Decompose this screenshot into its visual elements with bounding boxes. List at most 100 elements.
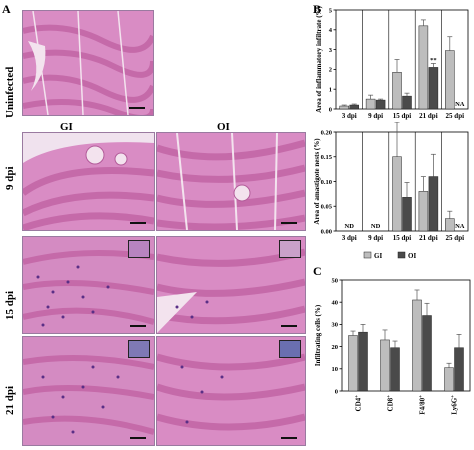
plot-frame [341,279,471,392]
bar-gi [444,367,454,392]
y-tick-label: 0.10 [321,179,332,186]
y-tick-label: 0 [335,388,338,395]
tissue-texture [23,237,154,333]
annotation-label: ** [430,57,437,64]
y-tick-label: 1 [329,87,332,94]
histology-uninfected [22,10,154,116]
row-label-15dpi: 15 dpi [4,290,16,320]
chart-infiltrating-cells: 0 10 20 30 40 50 Infiltrating cells (%) CD4+ CD8… [314,277,471,415]
row-label-9dpi: 9 dpi [4,166,16,190]
tissue-texture [157,133,305,230]
y-tick-label: 20 [332,344,339,351]
histology-gi-15dpi [22,236,155,334]
inset-magnification [279,240,301,258]
tissue-texture [23,11,153,115]
bar-gi [392,72,402,110]
x-tick-label: 9 dpi [368,112,383,120]
scale-bar [281,222,297,224]
row-label-21dpi: 21 dpi [4,385,16,415]
bar-oi [349,104,359,110]
x-tick-label: 25 dpi [446,112,465,120]
x-tick-label: 15 dpi [393,234,412,242]
bar-gi [392,156,402,232]
x-tick-label: 3 dpi [342,234,357,242]
inset-magnification [279,340,301,358]
y-tick-label: 2 [329,67,332,74]
y-tick-label: 0.05 [321,204,333,211]
histology-gi-9dpi [22,132,155,231]
scale-bar [130,325,146,327]
legend-label-oi: OI [408,252,416,260]
x-tick-label: 21 dpi [419,234,438,242]
panel-letter-c: C [313,264,322,278]
scale-bar [129,107,145,109]
inset-magnification [128,340,150,358]
annotation-label: NA [455,223,465,230]
plot-frame [335,9,469,110]
y-tick-label: 10 [332,366,339,373]
row-label-uninfected: Uninfected [4,66,16,118]
y-tick-label: 0.20 [321,129,332,136]
x-tick-label: CD8+ [387,395,395,412]
y-tick-label: 40 [332,300,339,307]
x-tick-label: 9 dpi [368,234,383,242]
y-tick-label: 3 [329,47,333,54]
bar-gi [348,335,358,392]
tissue-texture [23,133,154,230]
bar-oi [402,197,412,232]
annotation-label: ND [345,223,355,230]
y-tick-label: 30 [332,322,339,329]
column-label-oi: OI [217,121,230,133]
bar-oi [402,95,412,110]
legend-label-gi: GI [374,252,382,260]
bar-oi [428,176,439,232]
legend-swatch-oi [397,251,406,259]
y-tick-label: 0.00 [321,228,332,235]
bar-gi [418,191,429,232]
x-tick-label: CD4+ [355,395,363,412]
plot-frame [335,131,469,232]
histology-gi-21dpi [22,336,155,446]
bar-gi [445,50,455,110]
scale-bar [130,222,146,224]
legend-swatch-gi [363,251,372,259]
histology-oi-9dpi [156,132,306,231]
x-tick-label: F4/80+ [419,395,427,415]
bar-gi [445,218,455,232]
y-tick-label: 4 [329,27,333,34]
y-tick-label: 0 [329,106,332,113]
bar-oi [390,347,400,392]
bar-oi [358,331,368,392]
x-tick-label: 3 dpi [342,112,357,120]
y-tick-label: 5 [329,7,333,14]
annotation-label: NA [455,101,465,108]
y-axis-label: Infiltrating cells (%) [314,304,322,366]
y-axis-label: Area of amastigote nests (%) [313,138,321,225]
bar-oi [422,315,432,392]
x-tick-label: 25 dpi [446,234,465,242]
bar-gi [380,339,390,392]
x-tick-label: Ly6G+ [451,395,459,415]
scale-bar [281,437,297,439]
scale-bar [281,325,297,327]
chart-inflammatory-infiltrate: 0 1 2 3 4 5 Area of inflammatory infiltrate (%… [315,5,469,120]
histology-oi-21dpi [156,336,306,446]
panel-letter-b: B [313,2,322,16]
column-label-gi: GI [60,121,73,133]
x-tick-label: 15 dpi [393,112,412,120]
bar-gi [339,105,349,110]
scale-bar [130,437,146,439]
y-axis-label: Area of inflammatory infiltrate (%) [315,5,323,112]
panel-letter-a: A [2,2,11,16]
bar-gi [365,98,376,110]
bar-oi [428,67,439,110]
y-tick-label: 50 [332,277,339,284]
annotation-label: ND [371,223,381,230]
x-tick-label: 21 dpi [419,112,438,120]
inset-magnification [128,240,150,258]
bar-gi [412,299,422,392]
histology-oi-15dpi [156,236,306,334]
bar-gi [418,25,429,110]
bar-oi [375,99,386,110]
